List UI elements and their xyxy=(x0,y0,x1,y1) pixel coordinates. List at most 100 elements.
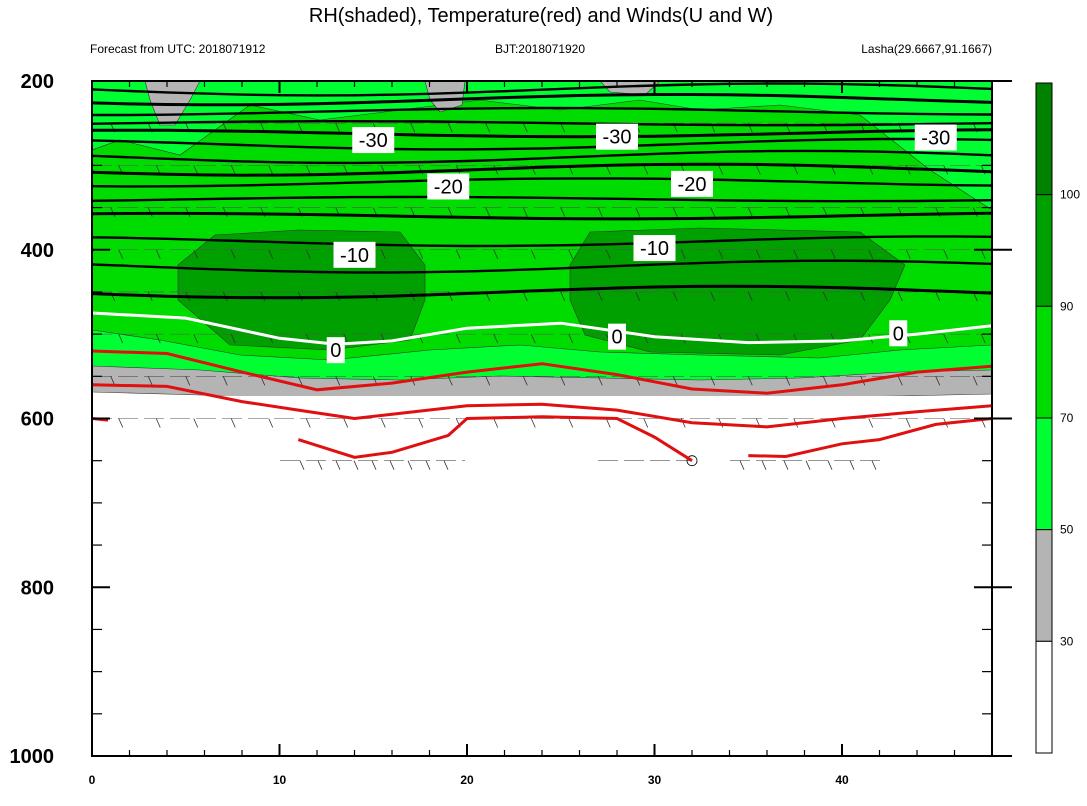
colorbar-segment xyxy=(1035,194,1053,307)
colorbar-segment xyxy=(1035,305,1053,419)
x-axis: 0 10 20 30 40 xyxy=(89,81,956,787)
colorbar-segment xyxy=(1035,82,1053,196)
contour-label: -30 xyxy=(359,130,388,152)
wind-barb xyxy=(710,376,716,386)
wind-barb xyxy=(118,333,124,344)
contour-label-box xyxy=(608,323,626,350)
wind-barb xyxy=(407,460,413,470)
wind-barb xyxy=(739,460,745,470)
colorbar-label: 30 xyxy=(1060,634,1074,648)
wind-barb xyxy=(980,249,986,259)
wind-barb xyxy=(783,460,789,470)
calm-wind-marker xyxy=(686,455,698,467)
wind-barb xyxy=(389,460,395,470)
wind-barb xyxy=(755,249,761,259)
contour-label: -20 xyxy=(678,174,707,196)
wind-barb xyxy=(827,460,833,470)
wind-barb xyxy=(568,418,574,428)
colorbar-label: 100 xyxy=(1060,188,1080,202)
wind-barb xyxy=(343,333,349,344)
y-tick-label: 800 xyxy=(21,577,54,599)
wind-barb xyxy=(747,291,753,302)
contour-label: -10 xyxy=(640,238,669,260)
contour-label-box xyxy=(596,123,638,150)
temperature-contour-line xyxy=(92,137,992,151)
wind-barb xyxy=(268,165,274,175)
wind-barb xyxy=(230,165,236,175)
contour-label-box xyxy=(326,337,345,364)
temperature-contour-line xyxy=(92,149,992,165)
wind-barb xyxy=(761,460,767,470)
temperature-contours xyxy=(92,82,992,300)
wind-barb xyxy=(230,418,236,428)
warm-temperature-contours xyxy=(92,349,992,462)
wind-barb xyxy=(493,249,499,259)
temperature-contour-line xyxy=(92,177,992,188)
wind-barb xyxy=(185,376,191,386)
wind-barb xyxy=(905,249,911,259)
wind-barb xyxy=(317,460,323,470)
wind-barb xyxy=(560,291,566,302)
wind-barb xyxy=(755,165,761,175)
wind-barb xyxy=(305,418,311,428)
wind-barb xyxy=(485,123,491,133)
forecast-subtitle: Forecast from UTC: 2018071912 xyxy=(90,42,266,56)
wind-barb xyxy=(868,418,874,428)
contour-label-box xyxy=(671,170,713,197)
temperature-contour-line xyxy=(92,162,992,177)
y-tick-label: 600 xyxy=(21,409,54,431)
contour-label-box xyxy=(333,241,376,268)
wind-barb xyxy=(560,376,566,386)
wind-barb xyxy=(193,333,199,344)
wind-barb xyxy=(425,460,431,470)
wind-barb xyxy=(222,376,228,386)
wind-barb xyxy=(680,249,686,259)
wind-barb xyxy=(635,207,641,217)
temperature-contour-line xyxy=(92,120,992,127)
wind-barb xyxy=(268,249,274,259)
bjt-subtitle: BJT:2018071920 xyxy=(495,42,585,56)
wind-barb xyxy=(635,291,641,302)
wind-barb xyxy=(672,291,678,302)
freezing-level-line xyxy=(92,311,992,346)
y-tick-label: 1000 xyxy=(10,746,55,768)
wind-barb xyxy=(643,418,649,428)
wind-barb xyxy=(118,249,124,259)
temperature-contour-line xyxy=(92,284,992,300)
wind-barb xyxy=(522,376,528,386)
wind-barb xyxy=(193,249,199,259)
wind-barb xyxy=(155,249,161,259)
temperature-contour-line xyxy=(92,235,992,248)
wind-barb xyxy=(493,418,499,428)
wind-barb xyxy=(822,376,828,386)
colorbar-segment xyxy=(1035,417,1053,531)
colorbar-label: 70 xyxy=(1060,411,1074,425)
wind-barb xyxy=(943,249,949,259)
wind-barb xyxy=(830,249,836,259)
wind-barb xyxy=(305,249,311,259)
wind-barb xyxy=(522,291,528,302)
wind-barb xyxy=(118,418,124,428)
wind-barb xyxy=(935,376,941,386)
wind-barb xyxy=(897,291,903,302)
wind-barb xyxy=(560,207,566,217)
wind-barb xyxy=(868,249,874,259)
wind-barb xyxy=(147,376,153,386)
rh-colorbar: 100 90 70 50 30 xyxy=(1035,82,1080,754)
wind-barb xyxy=(672,207,678,217)
wind-barb xyxy=(785,376,791,386)
wind-barb xyxy=(297,376,303,386)
wind-barb xyxy=(193,418,199,428)
rh-core-left xyxy=(177,229,426,351)
wind-barb xyxy=(335,460,341,470)
wind-barb xyxy=(193,165,199,175)
wind-barb xyxy=(443,460,449,470)
contour-label-box xyxy=(633,235,676,262)
wind-barb xyxy=(785,291,791,302)
colorbar-label: 50 xyxy=(1060,523,1074,537)
wind-barb xyxy=(155,333,161,344)
wind-barb xyxy=(943,333,949,344)
wind-barb xyxy=(718,249,724,259)
wind-barb xyxy=(560,123,566,133)
